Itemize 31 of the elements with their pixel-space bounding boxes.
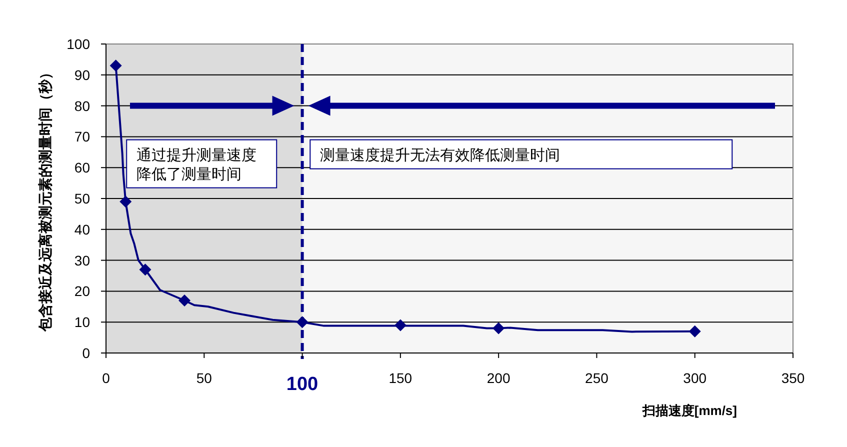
point [492, 322, 505, 334]
y-tick-label: 20 [74, 283, 90, 300]
annotation: 测量速度提升无法有效降低测量时间 [320, 146, 560, 164]
x-tick-label: 50 [196, 370, 212, 386]
point [110, 60, 122, 72]
x-tick-label: 350 [781, 370, 805, 386]
y-tick-label: 70 [74, 128, 90, 145]
point [296, 316, 308, 328]
x-tick-label: 300 [683, 370, 707, 386]
x-tick-label: 200 [486, 370, 510, 386]
y-tick-label: 60 [74, 160, 90, 176]
point [394, 319, 406, 332]
x-tick-label: 150 [388, 370, 412, 386]
y-tick-label: 50 [74, 190, 90, 206]
point [178, 294, 191, 306]
y-tick-label: 40 [74, 221, 90, 238]
y-tick-label: 0 [82, 345, 90, 361]
point [120, 196, 132, 208]
y-tick-label: 100 [66, 36, 90, 52]
x-tick-label: 100 [286, 374, 318, 395]
y-tick-label: 10 [74, 314, 90, 330]
y-tick-label: 80 [74, 98, 90, 114]
y-tick-label: 30 [74, 252, 90, 268]
x-tick-label: 250 [585, 370, 609, 386]
x-axis-title: 扫描速度[mm/s] [641, 403, 737, 418]
x-tick-label: 0 [102, 370, 110, 386]
y-tick-label: 90 [74, 66, 90, 83]
annotation: 通过提升测量速度降低了测量时间 [136, 146, 257, 183]
point [688, 325, 701, 338]
y-axis-title: 包含接近及远离被测元素的测量时间（秒） [37, 66, 53, 332]
point [139, 264, 152, 276]
